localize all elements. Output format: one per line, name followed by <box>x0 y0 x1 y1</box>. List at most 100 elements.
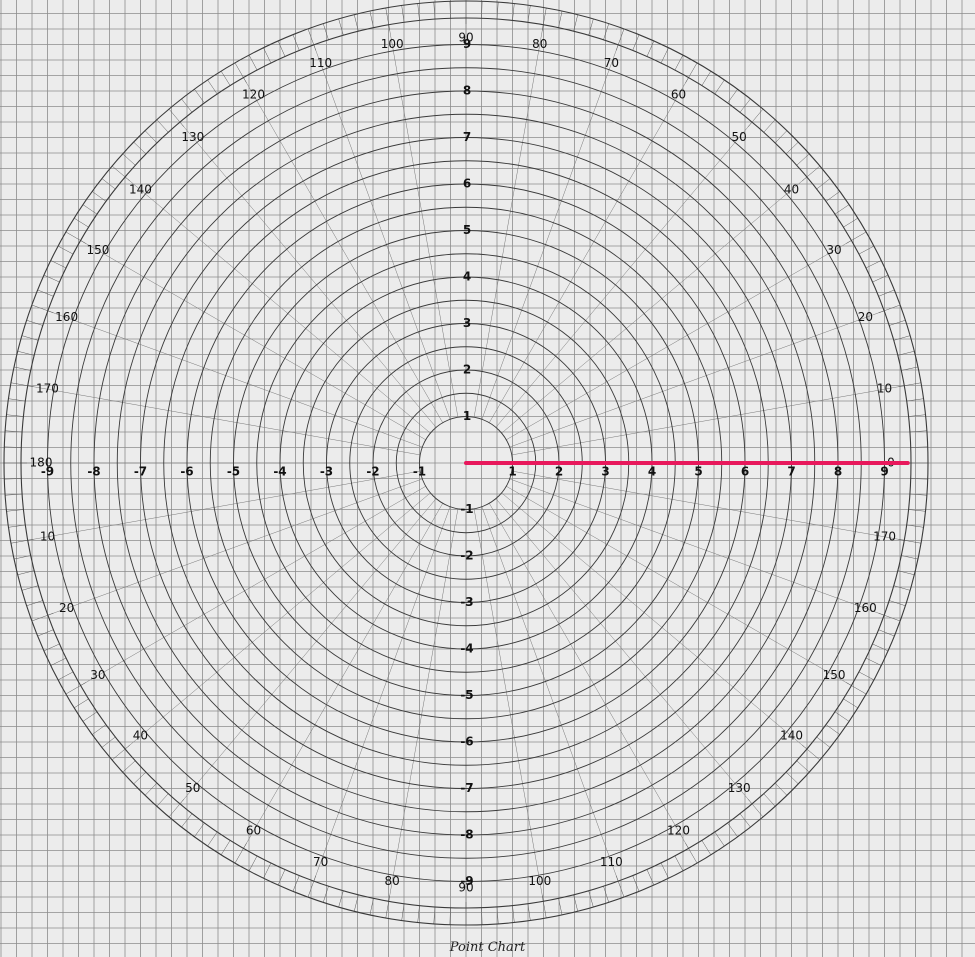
rim-tick <box>541 7 547 31</box>
degree-label-upper: 110 <box>309 56 332 70</box>
rim-tick <box>825 191 840 202</box>
spoke <box>506 240 852 440</box>
rim-tick <box>603 886 610 903</box>
degree-label-upper: 30 <box>826 243 841 257</box>
degree-label-lower: 140 <box>780 729 803 743</box>
rim-tick <box>785 141 799 155</box>
degree-label-upper: 50 <box>732 130 747 144</box>
spoke <box>27 385 421 456</box>
ring-label-x: -7 <box>134 465 147 479</box>
rim-tick <box>858 671 875 681</box>
ring-label-y: -6 <box>460 735 473 749</box>
degree-label-upper: 120 <box>242 87 265 101</box>
rim-tick <box>21 585 39 591</box>
rim-tick <box>353 14 359 32</box>
degree-label-upper: 140 <box>129 182 152 196</box>
degree-label-lower: 30 <box>90 668 105 682</box>
rim-tick <box>674 855 684 872</box>
rim-tick <box>739 98 751 113</box>
ring-label-y: 6 <box>463 177 471 191</box>
rim-tick <box>194 89 205 104</box>
spoke <box>489 77 689 423</box>
rim-tick <box>660 862 669 879</box>
rim-tick <box>156 793 169 807</box>
degree-label-lower: 90 <box>458 881 473 895</box>
rim-tick <box>248 54 258 71</box>
spoke <box>313 506 451 882</box>
rim-tick <box>685 843 698 864</box>
rim-tick <box>92 724 107 735</box>
rim-tick <box>122 153 136 166</box>
rim-tick <box>909 493 927 496</box>
ring-label-x: -4 <box>273 465 286 479</box>
rim-tick <box>512 905 515 923</box>
rim-tick <box>338 18 344 36</box>
rim-tick <box>14 555 31 560</box>
rim-tick <box>558 11 563 28</box>
rim-tick <box>5 493 23 496</box>
rim-tick <box>401 903 405 921</box>
ring-label-y: 7 <box>463 130 471 144</box>
spoke <box>179 498 437 805</box>
rim-tick <box>897 570 915 576</box>
rim-tick <box>558 898 563 915</box>
rim-tick <box>685 62 698 83</box>
degree-label-upper: 180 <box>30 456 53 470</box>
rim-tick <box>481 1 483 19</box>
rim-tick <box>893 585 911 591</box>
spoke <box>47 310 423 448</box>
rim-tick <box>816 736 831 748</box>
rim-tick <box>906 524 924 528</box>
rim-tick <box>17 350 35 356</box>
rim-tick <box>632 34 640 51</box>
degree-label-upper: 40 <box>784 182 799 196</box>
rim-tick <box>57 671 74 681</box>
rim-tick <box>14 366 31 371</box>
rim-tick <box>898 538 922 544</box>
rim-tick <box>774 130 788 144</box>
rim-tick <box>897 350 915 356</box>
rim-tick <box>739 813 751 828</box>
rim-tick <box>277 869 286 886</box>
rim-tick <box>615 875 625 898</box>
radial-spokes <box>21 18 911 908</box>
rim-tick <box>747 108 764 127</box>
rim-tick <box>802 744 821 761</box>
rim-tick <box>292 34 300 51</box>
rim-tick <box>512 3 515 21</box>
rim-tick <box>101 178 116 190</box>
degree-label-upper: 20 <box>858 310 873 324</box>
ring-label-x: -3 <box>320 465 333 479</box>
degree-label-upper: 70 <box>604 56 619 70</box>
rim-tick <box>111 744 130 761</box>
rim-tick <box>674 54 684 71</box>
rim-tick <box>417 3 420 21</box>
rim-tick <box>37 629 54 637</box>
rim-outer <box>3 0 929 926</box>
ring-label-x: 8 <box>834 465 842 479</box>
rim-tick <box>846 682 867 695</box>
rim-tick <box>82 711 98 722</box>
spoke <box>388 24 459 418</box>
rim-tick <box>385 895 391 919</box>
rim-tick <box>74 698 89 709</box>
rim-tick <box>50 260 67 269</box>
degree-label-upper: 10 <box>877 382 892 396</box>
rim-tick <box>878 304 901 314</box>
rim-tick <box>220 71 231 86</box>
spoke <box>313 44 451 420</box>
ring-label-x: -1 <box>413 465 426 479</box>
rim-tick <box>433 906 436 924</box>
spoke <box>27 470 421 541</box>
ring-label-y: -3 <box>460 595 473 609</box>
rim-tick <box>263 862 272 879</box>
rim-tick <box>872 643 889 652</box>
rim-tick <box>248 855 258 872</box>
rim-tick <box>26 319 43 326</box>
rim-tick <box>234 62 247 83</box>
rim-tick <box>527 5 531 23</box>
ring-label-y: 1 <box>463 409 471 423</box>
rim-tick <box>858 245 875 255</box>
rim-tick <box>901 366 918 371</box>
